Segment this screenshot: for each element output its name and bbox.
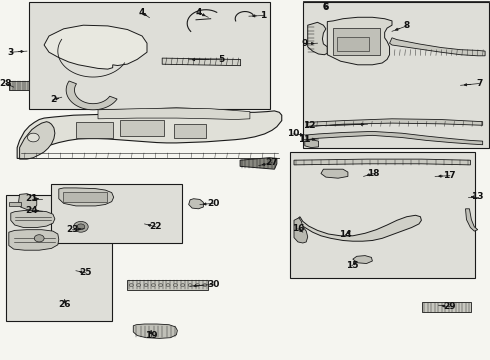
Text: 3: 3 bbox=[8, 48, 14, 57]
Polygon shape bbox=[17, 108, 282, 158]
Polygon shape bbox=[305, 140, 318, 148]
Text: 12: 12 bbox=[303, 122, 316, 130]
Circle shape bbox=[173, 284, 177, 287]
Text: 22: 22 bbox=[149, 222, 162, 231]
Polygon shape bbox=[306, 131, 483, 145]
Text: 8: 8 bbox=[404, 21, 410, 30]
Circle shape bbox=[166, 284, 170, 287]
Polygon shape bbox=[11, 211, 55, 228]
Bar bbox=[127, 280, 208, 290]
Circle shape bbox=[196, 284, 199, 287]
Text: 6: 6 bbox=[323, 1, 329, 10]
Polygon shape bbox=[306, 119, 483, 127]
Text: 5: 5 bbox=[219, 55, 224, 63]
Polygon shape bbox=[353, 256, 372, 264]
Polygon shape bbox=[9, 230, 59, 250]
Text: 1: 1 bbox=[261, 11, 267, 20]
Polygon shape bbox=[133, 324, 177, 338]
Circle shape bbox=[77, 224, 85, 230]
Bar bbox=[9, 202, 21, 206]
Polygon shape bbox=[19, 194, 37, 210]
Circle shape bbox=[137, 284, 141, 287]
Text: 9: 9 bbox=[301, 40, 308, 49]
Text: 20: 20 bbox=[207, 199, 220, 208]
Bar bbox=[337, 37, 369, 51]
Polygon shape bbox=[321, 169, 348, 178]
Bar bbox=[9, 81, 29, 90]
Polygon shape bbox=[308, 22, 327, 55]
Polygon shape bbox=[66, 81, 117, 110]
Bar bbox=[29, 2, 270, 109]
Polygon shape bbox=[327, 17, 392, 65]
Text: 11: 11 bbox=[297, 135, 310, 144]
Text: 4: 4 bbox=[195, 8, 202, 17]
Polygon shape bbox=[189, 199, 203, 209]
Circle shape bbox=[188, 284, 192, 287]
Circle shape bbox=[27, 133, 39, 142]
Text: 26: 26 bbox=[58, 300, 71, 309]
Bar bbox=[303, 2, 489, 148]
Circle shape bbox=[151, 284, 155, 287]
Circle shape bbox=[34, 235, 44, 242]
Polygon shape bbox=[390, 38, 485, 56]
Text: 4: 4 bbox=[139, 8, 146, 17]
Text: 27: 27 bbox=[266, 158, 278, 167]
Text: 29: 29 bbox=[443, 302, 456, 311]
Text: 28: 28 bbox=[0, 79, 12, 88]
Bar bbox=[63, 192, 107, 202]
Bar bbox=[120, 120, 164, 136]
Text: 19: 19 bbox=[145, 331, 157, 340]
Text: 24: 24 bbox=[25, 206, 38, 215]
Text: 16: 16 bbox=[292, 224, 304, 233]
Bar bbox=[174, 124, 206, 138]
Text: 17: 17 bbox=[443, 171, 456, 180]
Text: 23: 23 bbox=[66, 225, 79, 234]
Bar bbox=[290, 152, 475, 278]
Polygon shape bbox=[466, 209, 478, 231]
Bar bbox=[6, 195, 112, 321]
Polygon shape bbox=[20, 122, 55, 159]
Text: 15: 15 bbox=[345, 261, 358, 270]
Polygon shape bbox=[59, 188, 114, 206]
Text: 10: 10 bbox=[287, 129, 299, 138]
Circle shape bbox=[181, 284, 185, 287]
Bar bbox=[333, 28, 380, 55]
Text: 25: 25 bbox=[79, 269, 92, 277]
Circle shape bbox=[159, 284, 163, 287]
Bar bbox=[51, 184, 182, 243]
Polygon shape bbox=[98, 108, 250, 120]
Polygon shape bbox=[296, 215, 421, 241]
Text: 6: 6 bbox=[323, 3, 329, 12]
Polygon shape bbox=[294, 218, 308, 243]
Text: 13: 13 bbox=[471, 192, 484, 201]
Polygon shape bbox=[294, 159, 470, 165]
Circle shape bbox=[74, 221, 88, 232]
Text: 2: 2 bbox=[50, 95, 56, 104]
Circle shape bbox=[129, 284, 133, 287]
Text: 14: 14 bbox=[339, 230, 352, 239]
Circle shape bbox=[144, 284, 148, 287]
Text: 21: 21 bbox=[25, 194, 38, 203]
Circle shape bbox=[203, 284, 207, 287]
Text: 7: 7 bbox=[476, 79, 483, 88]
Bar bbox=[422, 302, 471, 312]
Text: 18: 18 bbox=[367, 169, 380, 178]
Text: 30: 30 bbox=[207, 280, 220, 289]
Bar bbox=[76, 122, 113, 138]
Polygon shape bbox=[240, 158, 277, 169]
Polygon shape bbox=[44, 25, 147, 69]
